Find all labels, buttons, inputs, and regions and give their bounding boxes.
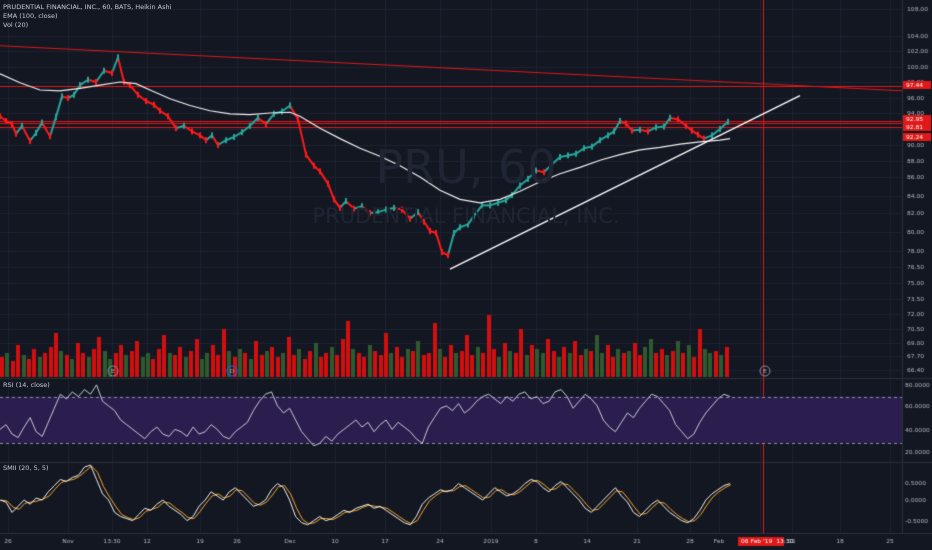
watermark-name: PRUDENTIAL FINANCIAL, INC. xyxy=(312,204,620,228)
volume-legend[interactable]: Vol (20) xyxy=(3,21,29,29)
watermark-symbol: PRU, 60 xyxy=(375,140,557,194)
rsi-legend[interactable]: RSI (14, close) xyxy=(3,381,50,389)
ema-legend[interactable]: EMA (100, close) xyxy=(3,12,58,20)
chart-title: PRUDENTIAL FINANCIAL, INC., 60, BATS, He… xyxy=(3,3,172,11)
smii-legend[interactable]: SMII (20, 5, 5) xyxy=(3,464,49,472)
